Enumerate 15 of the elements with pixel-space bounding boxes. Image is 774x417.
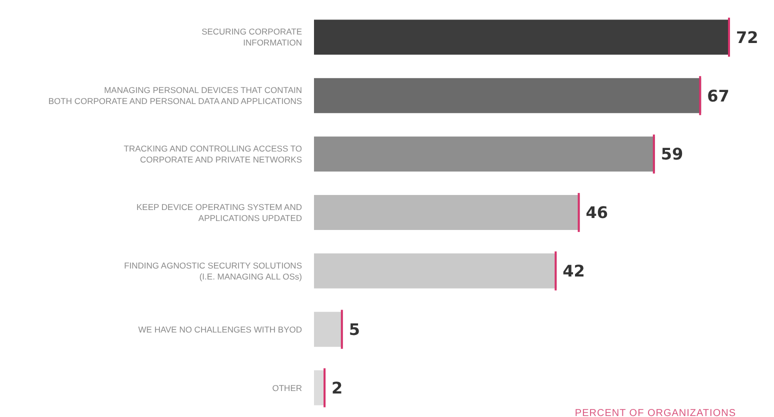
y-tick-label: OTHER (272, 382, 302, 393)
data-label: 2 (332, 378, 343, 398)
y-tick-label: FINDING AGNOSTIC SECURITY SOLUTIONS (I.E. MANAGING ALL OSs) (124, 260, 302, 282)
y-tick-label: KEEP DEVICE OPERATING SYSTEM AND APPLICATIONS UPDATED (136, 202, 302, 223)
data-label: 46 (586, 203, 608, 222)
annotation: PERCENT OF ORGANIZATIONS (574, 408, 736, 417)
data-label: 67 (707, 86, 730, 106)
data-label: 42 (562, 262, 585, 281)
y-tick-label: TRACKING AND CONTROLLING ACCESS TO CORPORATE AND PRIVATE NETWORKS (124, 144, 302, 165)
y-tick-label: MANAGING PERSONAL DEVICES THAT CONTAIN BOTH CORPORATE AND PERSONAL DATA AND APPLICATIONS (48, 85, 302, 106)
y-tick-label: SECURING CORPORATE INFORMATION (202, 26, 302, 48)
data-label: 5 (348, 320, 360, 340)
y-tick-label: WE HAVE NO CHALLENGES WITH BYOD (138, 324, 302, 334)
data-label: 59 (660, 144, 684, 164)
data-label: 72 (736, 28, 758, 47)
